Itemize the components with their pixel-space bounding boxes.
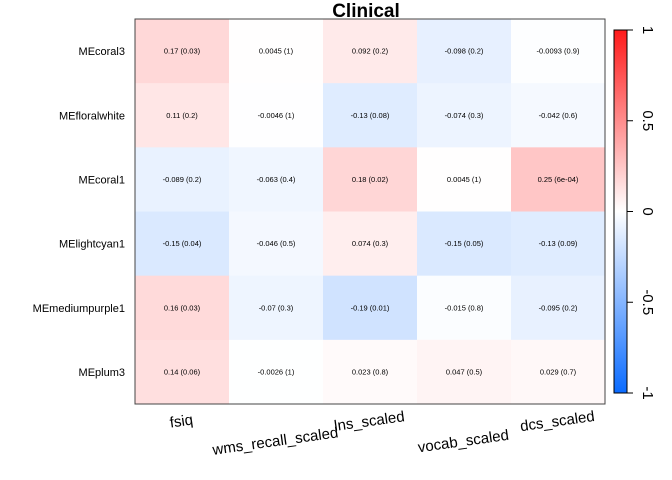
row-label: MElightcyan1 (59, 239, 125, 251)
heatmap-cell (323, 19, 418, 84)
heatmap-cell (229, 339, 324, 405)
cell-label: 0.023 (0.8) (352, 367, 389, 376)
cell-label: -0.063 (0.4) (257, 175, 296, 184)
cell-label: -0.0046 (1) (258, 111, 295, 120)
heatmap-cell (229, 19, 324, 84)
heatmap-cell (323, 147, 418, 212)
column-label: dcs_scaled (519, 408, 596, 435)
heatmap-cell (229, 147, 324, 212)
cell-label: 0.074 (0.3) (352, 239, 389, 248)
cell-label: -0.0026 (1) (258, 367, 295, 376)
colorbar (613, 29, 628, 394)
cell-label: 0.14 (0.06) (164, 367, 201, 376)
colorbar-tick-label: -0.5 (639, 289, 656, 315)
heatmap-cell (323, 211, 418, 277)
heatmap-cell (417, 19, 512, 84)
cell-label: -0.15 (0.05) (445, 239, 484, 248)
row-label: MEmediumpurple1 (33, 303, 125, 315)
cell-label: 0.17 (0.03) (164, 47, 201, 56)
heatmap-cell (417, 339, 512, 405)
row-label: MEplum3 (79, 367, 125, 379)
heatmap-cell (511, 275, 606, 341)
heatmap-cell (417, 147, 512, 212)
colorbar-tick-label: 0.5 (639, 110, 656, 131)
cell-label: -0.15 (0.04) (163, 239, 202, 248)
cell-label: 0.047 (0.5) (446, 367, 483, 376)
heatmap-cell (417, 83, 512, 148)
heatmap-cell (417, 275, 512, 341)
heatmap-cell (135, 147, 230, 212)
heatmap-cell (135, 83, 230, 148)
cell-label: 0.092 (0.2) (352, 47, 389, 56)
cell-label: 0.25 (6e-04) (538, 175, 579, 184)
heatmap-cell (511, 19, 606, 84)
cell-label: -0.015 (0.8) (445, 303, 484, 312)
heatmap-cell (229, 275, 324, 341)
row-label: MEcoral1 (79, 174, 125, 186)
cell-label: -0.074 (0.3) (445, 111, 484, 120)
column-label: fsiq (169, 412, 194, 432)
column-label: vocab_scaled (417, 427, 510, 457)
cell-label: 0.0045 (1) (259, 47, 294, 56)
row-label: MEcoral3 (79, 46, 125, 58)
cell-label: -0.098 (0.2) (445, 47, 484, 56)
heatmap-cell (511, 147, 606, 212)
heatmap-cell (229, 211, 324, 277)
cell-label: -0.19 (0.01) (351, 303, 390, 312)
heatmap-cell (135, 275, 230, 341)
cell-label: -0.07 (0.3) (259, 303, 294, 312)
heatmap-cell (323, 275, 418, 341)
cell-label: -0.13 (0.08) (351, 111, 390, 120)
cell-label: -0.046 (0.5) (257, 239, 296, 248)
colorbar-tick-label: -1 (639, 386, 656, 399)
heatmap-cell (323, 83, 418, 148)
cell-label: 0.0045 (1) (447, 175, 482, 184)
heatmap-cell (135, 19, 230, 84)
heatmap-cell (135, 211, 230, 277)
heatmap-cell (323, 339, 418, 405)
cell-label: -0.0093 (0.9) (537, 47, 580, 56)
colorbar-ticks: -1 -0.5 0 0.5 1 (627, 26, 656, 400)
cell-label: -0.13 (0.09) (539, 239, 578, 248)
cell-label: -0.042 (0.6) (539, 111, 578, 120)
heatmap-cell (417, 211, 512, 277)
colorbar-tick-label: 0 (639, 207, 656, 215)
cell-label: 0.11 (0.2) (166, 111, 198, 120)
column-label: lns_scaled (333, 408, 406, 435)
cell-label: 0.029 (0.7) (540, 367, 577, 376)
heatmap-cells: 0.17 (0.03) 0.0045 (1) 0.092 (0.2) -0.098 (… (135, 19, 606, 405)
cell-label: -0.095 (0.2) (539, 303, 578, 312)
column-label: wms_recall_scaled (210, 424, 339, 459)
row-labels: MEcoral3 MEfloralwhite MEcoral1 MElightcyan… (33, 46, 125, 379)
colorbar-tick-label: 1 (639, 26, 656, 34)
heatmap-cell (511, 83, 606, 148)
heatmap-cell (511, 339, 606, 405)
chart-title: Clinical (332, 1, 400, 22)
heatmap-cell (135, 339, 230, 405)
row-label: MEfloralwhite (59, 110, 125, 122)
cell-label: -0.089 (0.2) (163, 175, 202, 184)
cell-label: 0.16 (0.03) (164, 303, 201, 312)
plot-border (134, 18, 606, 405)
heatmap-cell (229, 83, 324, 148)
cell-label: 0.18 (0.02) (352, 175, 389, 184)
heatmap-cell (511, 211, 606, 277)
